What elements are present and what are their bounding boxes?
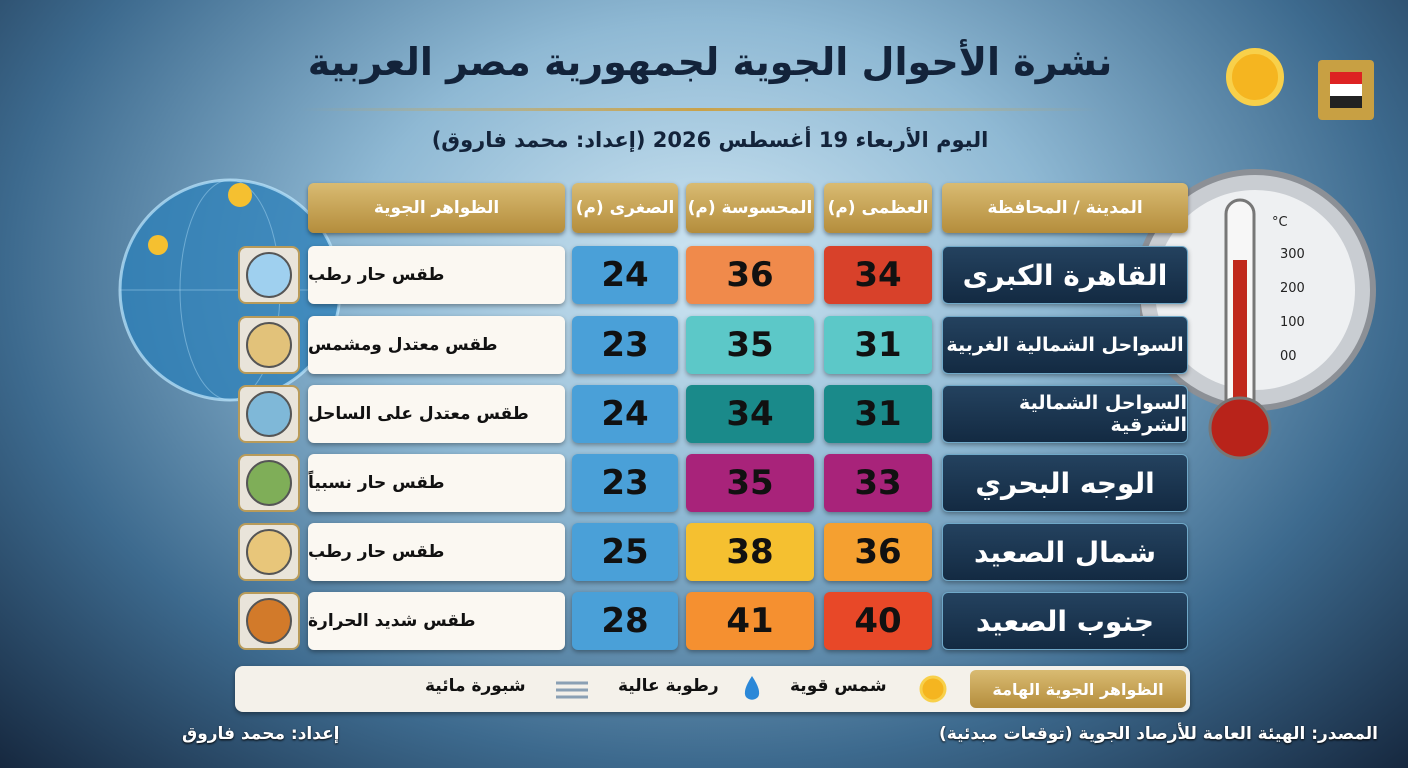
temperature-cell: 23 xyxy=(572,316,678,374)
condition-icon xyxy=(238,592,300,650)
temperature-cell: 24 xyxy=(572,246,678,304)
condition-cell: طقس معتدل ومشمس xyxy=(308,316,565,374)
source: المصدر: الهيئة العامة للأرصاد الجوية (تو… xyxy=(938,724,1378,744)
thermo-label: 100 xyxy=(1280,315,1305,330)
sun-emblem xyxy=(1226,48,1374,120)
legend-icon xyxy=(744,676,760,700)
column-header: العظمى (م) xyxy=(824,183,932,233)
temperature-cell: 23 xyxy=(572,454,678,512)
thermo-unit: °C xyxy=(1272,215,1288,230)
legend-item: شمس قوية xyxy=(790,676,887,696)
icon-art xyxy=(246,460,292,506)
subtitle: اليوم الأربعاء 19 أغسطس 2026 (إعداد: محم… xyxy=(431,128,989,152)
temperature-cell: 31 xyxy=(824,316,932,374)
temperature-cell: 36 xyxy=(824,523,932,581)
thermo-label: 300 xyxy=(1280,247,1305,262)
city-cell: شمال الصعيد xyxy=(942,523,1188,581)
condition-icon xyxy=(238,385,300,443)
icon-art xyxy=(246,529,292,575)
temperature-cell: 25 xyxy=(572,523,678,581)
temperature-cell: 35 xyxy=(686,316,814,374)
column-header: الصغرى (م) xyxy=(572,183,678,233)
column-header: المحسوسة (م) xyxy=(686,183,814,233)
temperature-cell: 40 xyxy=(824,592,932,650)
city-cell: جنوب الصعيد xyxy=(942,592,1188,650)
column-header: المدينة / المحافظة xyxy=(942,183,1188,233)
temperature-cell: 34 xyxy=(824,246,932,304)
icon-art xyxy=(246,322,292,368)
condition-cell: طقس معتدل على الساحل xyxy=(308,385,565,443)
city-cell: الوجه البحري xyxy=(942,454,1188,512)
title: نشرة الأحوال الجوية لجمهورية مصر العربية xyxy=(307,40,1113,84)
condition-cell: طقس شديد الحرارة xyxy=(308,592,565,650)
temperature-cell: 28 xyxy=(572,592,678,650)
column-header: الظواهر الجوية xyxy=(308,183,565,233)
legend-icon xyxy=(919,675,947,703)
legend-title: الظواهر الجوية الهامة xyxy=(970,670,1186,708)
thermo-label: 200 xyxy=(1280,281,1305,296)
city-cell: السواحل الشمالية الشرقية xyxy=(942,385,1188,443)
icon-art xyxy=(246,252,292,298)
temperature-cell: 33 xyxy=(824,454,932,512)
city-cell: القاهرة الكبرى xyxy=(942,246,1188,304)
condition-icon xyxy=(238,523,300,581)
temperature-cell: 24 xyxy=(572,385,678,443)
thermometer xyxy=(1140,169,1376,460)
condition-cell: طقس حار نسبياً xyxy=(308,454,565,512)
condition-icon xyxy=(238,246,300,304)
condition-icon xyxy=(238,454,300,512)
temperature-cell: 35 xyxy=(686,454,814,512)
temperature-cell: 34 xyxy=(686,385,814,443)
icon-art xyxy=(246,391,292,437)
author: إعداد: محمد فاروق xyxy=(182,724,340,744)
temperature-cell: 31 xyxy=(824,385,932,443)
city-cell: السواحل الشمالية الغربية xyxy=(942,316,1188,374)
condition-cell: طقس حار رطب xyxy=(308,246,565,304)
icon-art xyxy=(246,598,292,644)
legend-icon xyxy=(556,681,588,699)
legend-item: رطوبة عالية xyxy=(618,676,719,696)
thermo-label: 00 xyxy=(1280,349,1297,364)
temperature-cell: 36 xyxy=(686,246,814,304)
condition-icon xyxy=(238,316,300,374)
temperature-cell: 41 xyxy=(686,592,814,650)
condition-cell: طقس حار رطب xyxy=(308,523,565,581)
title-divider xyxy=(300,108,1100,111)
temperature-cell: 38 xyxy=(686,523,814,581)
legend-item: شبورة مائية xyxy=(425,676,526,696)
